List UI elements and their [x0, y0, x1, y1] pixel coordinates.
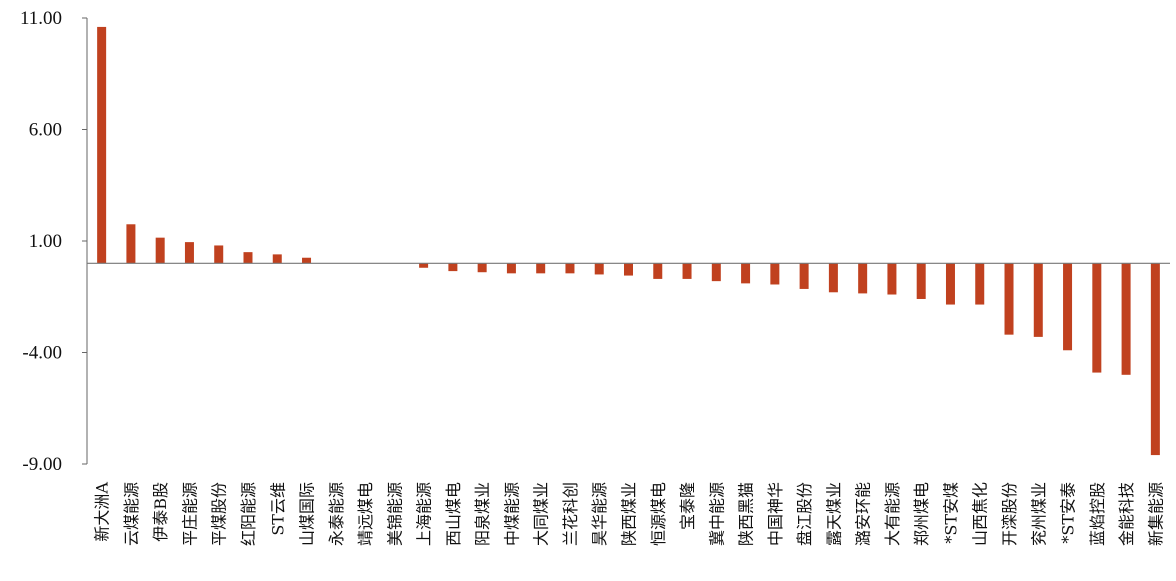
bar — [1004, 263, 1014, 335]
x-tick-label: *ST安煤 — [941, 482, 960, 544]
bar — [682, 263, 692, 279]
bar — [1063, 263, 1073, 351]
x-tick-label: 潞安环能 — [854, 482, 873, 546]
bar — [126, 224, 136, 264]
x-tick-label: 恒源煤电 — [649, 482, 668, 546]
x-tick-label: 兰花科创 — [561, 482, 580, 546]
x-tick-label: 大有能源 — [883, 482, 902, 546]
bar — [799, 263, 809, 289]
x-tick-label: 山西焦化 — [971, 482, 990, 546]
bar — [184, 242, 194, 264]
x-tick-label: 陕西黑猫 — [737, 482, 756, 546]
x-tick-label: 靖远煤电 — [356, 482, 375, 546]
bar — [1121, 263, 1131, 375]
bar — [624, 263, 633, 276]
bar — [536, 263, 546, 274]
x-tick-label: 昊华能源 — [590, 482, 609, 546]
x-tick-label: 伊泰B股 — [151, 482, 170, 542]
x-tick-label: 山煤国际 — [298, 482, 317, 546]
x-tick-label: 新集能源 — [1146, 482, 1165, 546]
x-tick-label: 永泰能源 — [327, 482, 346, 546]
y-tick-label: 11.00 — [20, 8, 62, 29]
x-tick-label: 美锦能源 — [385, 482, 404, 546]
bar — [214, 245, 224, 264]
bar — [97, 26, 107, 264]
x-tick-label: 平庄能源 — [180, 482, 199, 546]
x-tick-label: 冀中能源 — [707, 482, 726, 546]
y-tick-label: 6.00 — [29, 120, 62, 141]
bar — [565, 263, 575, 274]
y-tick-label: 1.00 — [29, 231, 62, 252]
x-tick-label: 兖州煤业 — [1029, 482, 1048, 546]
bar — [887, 263, 897, 295]
bar — [828, 263, 838, 293]
bar — [419, 263, 429, 268]
x-axis-labels: 新大洲A 云煤能源 伊泰B股 平庄能源 平煤股份 红阳能源 ST云维 山煤国际 永泰能源 靖远煤电… — [93, 482, 1166, 546]
x-tick-label: 宝泰隆 — [678, 482, 697, 530]
x-tick-label: 露天煤业 — [824, 482, 843, 546]
bar — [302, 257, 312, 264]
bar — [945, 263, 955, 305]
bar — [741, 263, 751, 284]
bar — [594, 263, 604, 275]
x-tick-label: ST云维 — [268, 482, 287, 536]
x-tick-label: 中国神华 — [766, 482, 785, 546]
x-tick-label: 阳泉煤业 — [473, 482, 492, 546]
x-tick-label: 金能科技 — [1117, 482, 1136, 546]
y-tick-label: -9.00 — [22, 454, 62, 475]
x-tick-label: 盘江股份 — [795, 482, 814, 546]
x-tick-label: 开滦股份 — [1000, 482, 1019, 546]
bars — [97, 26, 1160, 456]
x-tick-label: 西山煤电 — [444, 482, 463, 546]
x-tick-label: 陕西煤业 — [620, 482, 639, 546]
x-tick-label: 中煤能源 — [502, 482, 521, 546]
x-tick-label: 大同煤业 — [532, 482, 551, 546]
bar — [506, 263, 516, 274]
bar — [770, 263, 780, 285]
bar — [653, 263, 663, 279]
bar — [1150, 263, 1160, 456]
x-tick-label: 上海能源 — [415, 482, 434, 546]
y-axis: 11.00 6.00 1.00 -4.00 -9.00 — [20, 8, 88, 475]
bar — [975, 263, 985, 305]
bar — [858, 263, 868, 294]
bar — [477, 263, 487, 273]
bar — [1092, 263, 1102, 373]
x-tick-label: 郑州煤电 — [912, 482, 931, 546]
x-tick-label: 平煤股份 — [210, 482, 229, 546]
x-tick-label: *ST安泰 — [1059, 482, 1078, 544]
bar — [711, 263, 721, 282]
x-tick-label: 红阳能源 — [239, 482, 258, 546]
bar — [155, 237, 165, 264]
bar — [916, 263, 926, 299]
bar — [272, 254, 282, 264]
bar — [1033, 263, 1043, 337]
y-tick-label: -4.00 — [22, 343, 62, 364]
x-tick-label: 新大洲A — [93, 482, 112, 542]
x-tick-label: 云煤能源 — [122, 482, 141, 546]
bar — [243, 252, 253, 264]
bar — [448, 263, 458, 272]
x-tick-label: 蓝焰控股 — [1088, 482, 1107, 546]
